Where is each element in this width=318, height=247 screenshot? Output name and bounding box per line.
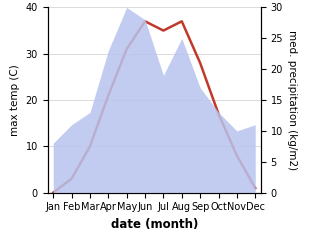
- Y-axis label: max temp (C): max temp (C): [10, 64, 20, 136]
- Y-axis label: med. precipitation (kg/m2): med. precipitation (kg/m2): [287, 30, 297, 170]
- X-axis label: date (month): date (month): [111, 218, 198, 231]
